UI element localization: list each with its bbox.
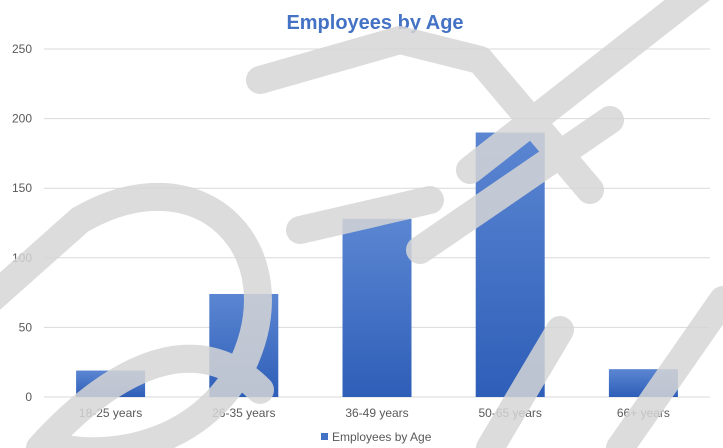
legend-swatch bbox=[321, 433, 328, 440]
x-tick-label: 36-49 years bbox=[345, 406, 408, 420]
watermark-letter-f bbox=[406, 0, 710, 448]
y-tick-label: 200 bbox=[12, 112, 32, 126]
legend-label: Employees by Age bbox=[332, 430, 432, 444]
watermark-letter-t bbox=[606, 286, 723, 448]
y-tick-label: 250 bbox=[12, 42, 32, 56]
bar-36-49-years bbox=[342, 218, 412, 397]
x-axis-ticks: 18-25 years 26-35 years 36-49 years 50-65 y… bbox=[79, 406, 670, 420]
legend: Employees by Age bbox=[321, 430, 432, 444]
watermark-letter-d bbox=[0, 182, 272, 448]
y-tick-label: 0 bbox=[25, 390, 32, 404]
chart-title: Employees by Age bbox=[286, 12, 463, 34]
watermark-letter-r bbox=[26, 344, 274, 448]
y-tick-label: 150 bbox=[12, 181, 32, 195]
y-tick-label: 50 bbox=[19, 320, 33, 334]
